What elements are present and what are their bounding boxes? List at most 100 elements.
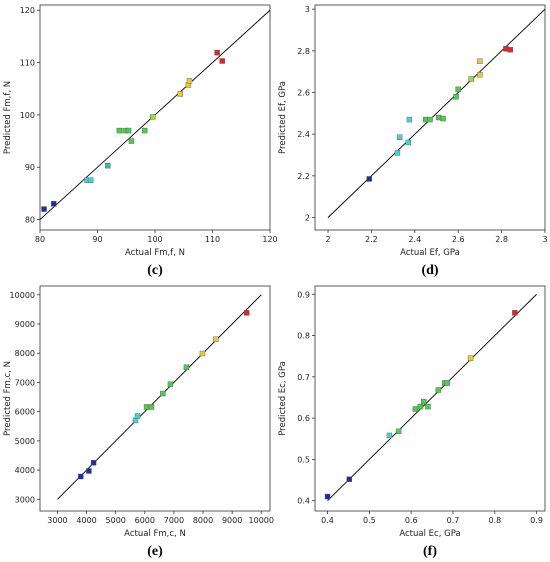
data-point [128, 138, 135, 144]
reference-diagonal-line [327, 8, 546, 218]
y-tick-label: 0.9 [297, 290, 310, 299]
x-tick-label: 7000 [164, 516, 184, 525]
data-point [177, 91, 184, 97]
data-point [244, 310, 250, 316]
x-axis-label: Actual Ec, GPa [399, 529, 460, 539]
y-tick-label: 2.8 [297, 47, 310, 56]
y-tick-label: 120 [20, 6, 35, 15]
data-point [394, 150, 401, 156]
data-point [507, 47, 513, 53]
x-tick-label: 110 [205, 235, 220, 244]
data-point [78, 473, 84, 480]
y-tick-label: 3 [305, 5, 310, 14]
data-point [435, 387, 442, 393]
data-point [86, 468, 92, 474]
x-tick-label: 100 [147, 235, 162, 244]
data-point [512, 310, 518, 316]
y-axis-label: Predicted Fm,c, N [3, 361, 13, 436]
y-tick-label: 2.4 [297, 130, 310, 139]
x-tick-label: 0.4 [321, 516, 334, 525]
x-tick-label: 0.7 [447, 516, 460, 525]
x-tick-label: 2.4 [408, 235, 421, 244]
x-tick-label: 0.5 [363, 516, 376, 525]
data-point [412, 406, 419, 412]
y-axis-label: Predicted Ec, GPa [278, 361, 288, 436]
data-point [421, 398, 427, 405]
data-point [213, 336, 219, 342]
y-tick-label: 9000 [15, 320, 35, 329]
panel-label: (e) [147, 544, 163, 559]
y-tick-label: 0.4 [297, 497, 310, 506]
data-point [125, 127, 132, 134]
y-tick-label: 10000 [10, 291, 35, 300]
y-tick-label: 7000 [15, 378, 35, 387]
data-point [116, 127, 123, 134]
data-point [440, 115, 446, 122]
y-tick-label: 2.6 [297, 89, 310, 98]
data-point [87, 177, 94, 183]
y-tick-label: 0.7 [297, 373, 310, 382]
data-point [51, 201, 57, 207]
data-point [427, 116, 433, 123]
data-point [406, 116, 413, 123]
panel-label: (c) [147, 263, 163, 278]
x-tick-label: 2 [325, 235, 330, 244]
plot-frame [39, 285, 271, 512]
data-point [219, 58, 225, 64]
x-axis-label: Actual Fm,c, N [124, 529, 186, 539]
data-point [468, 76, 474, 82]
x-tick-label: 120 [262, 235, 277, 244]
y-tick-label: 2 [305, 214, 310, 223]
x-tick-label: 0.9 [530, 516, 543, 525]
x-tick-label: 3 [542, 235, 547, 244]
data-point [417, 403, 424, 410]
data-point [186, 78, 193, 84]
data-point [366, 176, 372, 182]
y-axis-label: Predicted Ef, GPa [278, 81, 288, 154]
data-point [467, 355, 474, 361]
x-tick-label: 5000 [106, 516, 126, 525]
data-point [167, 381, 174, 387]
x-tick-label: 2.6 [452, 235, 465, 244]
data-point [395, 428, 402, 435]
data-point [105, 162, 111, 169]
data-point [90, 460, 97, 466]
data-point [214, 49, 220, 56]
plot-frame [314, 4, 546, 231]
data-point [444, 380, 450, 386]
data-point [425, 403, 431, 410]
x-tick-label: 9000 [222, 516, 242, 525]
x-axis-label: Actual Fm,f, N [125, 248, 185, 258]
y-tick-label: 4000 [15, 466, 35, 475]
y-tick-label: 5000 [15, 437, 35, 446]
data-point [386, 432, 393, 439]
data-point [143, 404, 150, 410]
y-tick-label: 0.5 [297, 455, 310, 464]
y-tick-label: 0.8 [297, 332, 310, 341]
data-point [453, 93, 459, 100]
data-point [149, 114, 156, 120]
panel-f: 0.4 0.5 0.6 0.7 0.8 0.9 0.4 0.5 0.6 0.7 0.8 0.9 Actu… [278, 285, 546, 559]
data-point [183, 364, 190, 370]
reference-diagonal-line [327, 293, 537, 501]
data-point [141, 127, 148, 134]
data-point [477, 72, 483, 78]
x-tick-label: 90 [92, 235, 102, 244]
y-tick-label: 100 [20, 111, 35, 120]
y-tick-label: 80 [25, 216, 35, 225]
data-point [455, 86, 461, 93]
y-tick-label: 2.2 [297, 172, 310, 181]
x-axis-label: Actual Ef, GPa [400, 248, 460, 258]
panel-e: 3000 4000 5000 6000 7000 8000 9000 10000 3000 400… [3, 285, 274, 559]
plot-frame [314, 285, 546, 512]
y-axis-label: Predicted Fm,f, N [3, 81, 13, 154]
data-point [41, 206, 47, 212]
y-tick-label: 6000 [15, 408, 35, 417]
panel-label: (f) [423, 544, 437, 559]
y-tick-label: 3000 [15, 495, 35, 504]
data-point [160, 390, 166, 397]
panel-d: 2 2.2 2.4 2.6 2.8 3 2 2.2 2.4 2.6 2.8 3 Actual Ef, G… [278, 4, 548, 278]
x-tick-label: 4000 [76, 516, 96, 525]
data-point [396, 134, 403, 140]
data-point [477, 58, 483, 64]
